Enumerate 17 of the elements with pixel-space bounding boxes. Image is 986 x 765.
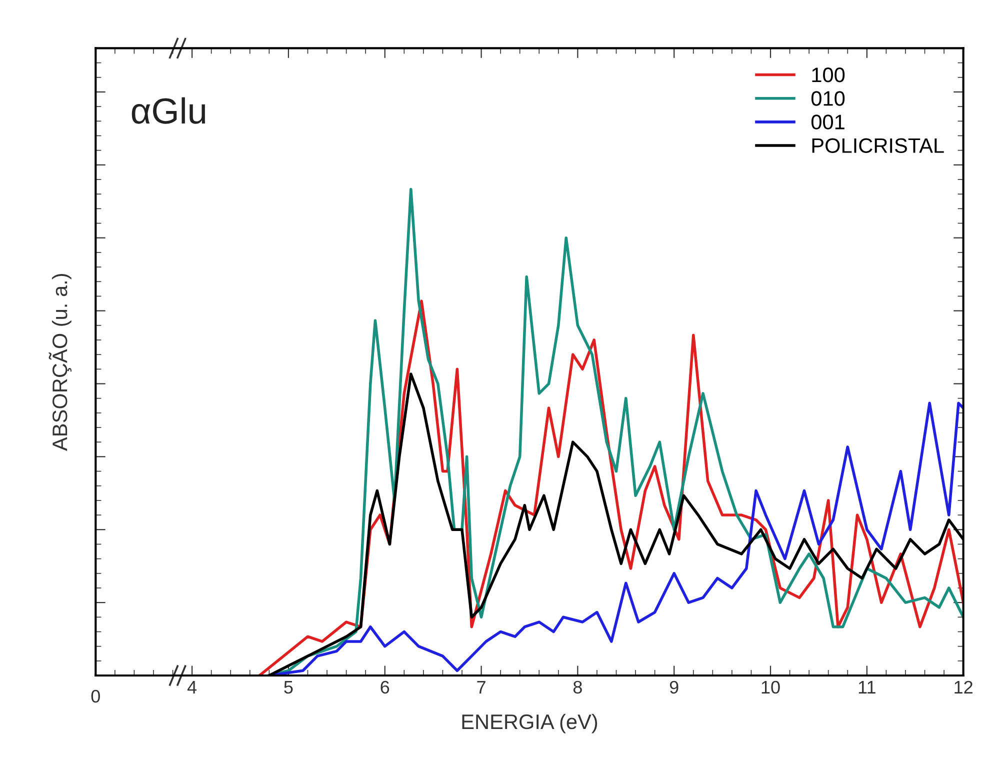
x-tick-label: 9 — [670, 680, 678, 694]
legend-label: 001 — [811, 114, 844, 130]
x-tick-label: 4 — [187, 681, 197, 694]
x-tick-label: 11 — [858, 681, 876, 694]
y-axis-title: ABSORÇÃO (u. a.) — [48, 274, 72, 451]
x-tick-label: 8 — [573, 680, 582, 694]
x-tick-label: 7 — [477, 681, 486, 694]
x-tick-label: 5 — [284, 681, 293, 694]
text: αGlu — [132, 97, 206, 124]
legend-label: POLICRISTAL — [812, 138, 944, 154]
x-tick-label: 10 — [762, 680, 780, 694]
x-tick-label: 6 — [380, 680, 390, 694]
legend-label: 010 — [811, 91, 845, 106]
text: 0 — [91, 690, 100, 703]
x-axis-title: ENERGIA (eV) — [462, 714, 598, 734]
x-tick-label: 12 — [954, 680, 972, 694]
legend-label: 100 — [812, 67, 845, 82]
